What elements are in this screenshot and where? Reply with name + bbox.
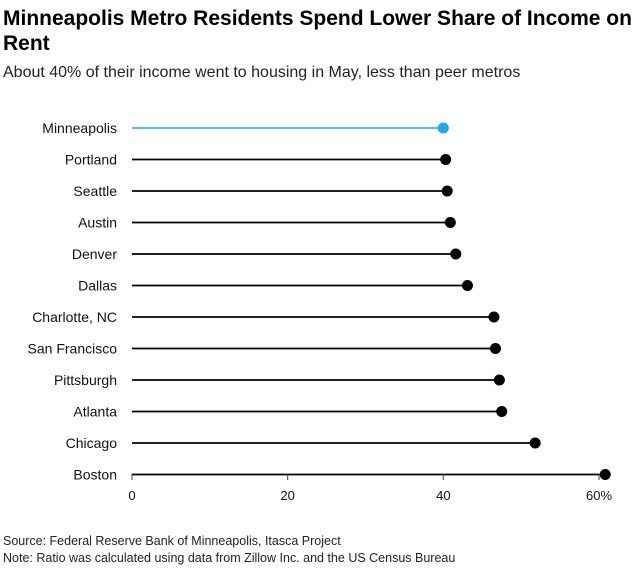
dot-portland <box>440 154 452 165</box>
method-note: Note: Ratio was calculated using data fr… <box>3 551 456 565</box>
chart-footer: Source: Federal Reserve Bank of Minneapo… <box>3 533 455 567</box>
category-label-boston: Boston <box>73 467 117 483</box>
dot-atlanta <box>496 406 508 417</box>
category-label-charlotte-nc: Charlotte, NC <box>32 309 117 325</box>
category-label-chicago: Chicago <box>66 435 118 451</box>
category-label-dallas: Dallas <box>78 278 117 294</box>
dot-austin <box>444 217 456 228</box>
chart-title: Minneapolis Metro Residents Spend Lower … <box>3 7 632 55</box>
lollipop-chart: Minneapolis Portland Seattle Austin Denver Da… <box>28 120 613 503</box>
category-label-atlanta: Atlanta <box>73 404 117 420</box>
chart-subtitle: About 40% of their income went to housin… <box>3 64 521 81</box>
source-note: Source: Federal Reserve Bank of Minneapo… <box>3 534 341 548</box>
dot-san-francisco <box>489 343 501 354</box>
x-tick-label-60: 60% <box>586 488 612 503</box>
category-label-minneapolis: Minneapolis <box>42 120 117 136</box>
category-label-austin: Austin <box>78 215 117 231</box>
x-tick-label-40: 40 <box>436 488 450 503</box>
category-label-portland: Portland <box>65 152 117 168</box>
dot-dallas <box>461 280 473 291</box>
dot-chicago <box>529 437 541 449</box>
x-tick-label-0: 0 <box>128 488 135 503</box>
dot-boston <box>599 469 611 480</box>
dot-pittsburgh <box>493 374 505 386</box>
dot-minneapolis <box>437 122 449 134</box>
category-label-san-francisco: San Francisco <box>28 341 118 357</box>
category-label-pittsburgh: Pittsburgh <box>54 372 117 388</box>
x-tick-label-20: 20 <box>280 488 294 503</box>
category-label-seattle: Seattle <box>73 183 117 199</box>
dot-charlotte-nc <box>488 311 500 323</box>
dot-seattle <box>441 185 453 197</box>
category-label-denver: Denver <box>72 246 117 262</box>
dot-denver <box>450 248 462 260</box>
